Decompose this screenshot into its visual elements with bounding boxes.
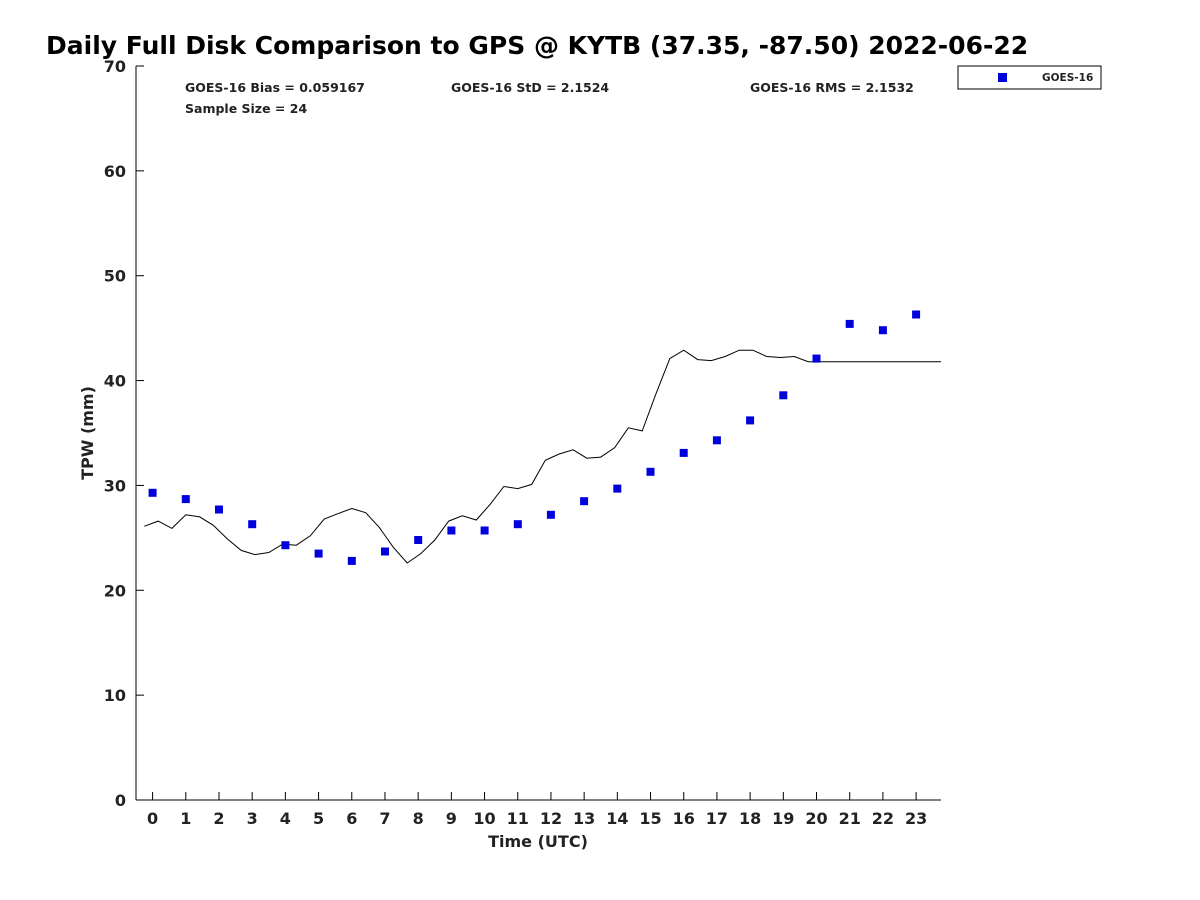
goes16-point: [281, 541, 290, 550]
sample-size-annotation: Sample Size = 24: [185, 101, 307, 116]
x-tick-label: 2: [213, 809, 224, 828]
goes16-point: [148, 488, 157, 497]
y-tick-label: 40: [104, 372, 126, 391]
x-tick-label: 22: [872, 809, 894, 828]
goes16-point: [812, 354, 821, 363]
legend: GOES-16: [957, 65, 1102, 90]
y-tick-label: 30: [104, 476, 126, 495]
x-tick-label: 14: [606, 809, 628, 828]
x-tick-label: 0: [147, 809, 158, 828]
goes16-point: [447, 526, 456, 535]
goes16-point: [646, 467, 655, 476]
x-tick-label: 15: [639, 809, 661, 828]
legend-box: [957, 65, 1102, 90]
goes16-point: [712, 436, 721, 445]
x-tick-label: 19: [772, 809, 794, 828]
x-tick-label: 5: [313, 809, 324, 828]
x-tick-label: 4: [280, 809, 291, 828]
x-tick-label: 13: [573, 809, 595, 828]
y-tick-label: 70: [104, 57, 126, 76]
y-tick-label: 50: [104, 267, 126, 286]
goes16-point: [215, 505, 223, 514]
x-tick-label: 3: [247, 809, 258, 828]
y-tick-label: 10: [104, 686, 126, 705]
goes16-point: [746, 416, 755, 425]
goes16-point: [613, 484, 622, 493]
x-tick-label: 7: [379, 809, 390, 828]
goes16-point: [513, 520, 522, 529]
goes16-point: [314, 549, 323, 558]
x-tick-label: 10: [473, 809, 495, 828]
chart-title: Daily Full Disk Comparison to GPS @ KYTB…: [46, 31, 1028, 60]
y-axis-label: TPW (mm): [78, 386, 97, 480]
x-tick-label: 16: [673, 809, 695, 828]
goes16-point: [414, 536, 423, 544]
goes16-point: [248, 520, 257, 529]
x-tick-label: 6: [346, 809, 357, 828]
goes16-point: [347, 556, 356, 565]
x-tick-label: 18: [739, 809, 761, 828]
y-tick-label: 0: [115, 791, 126, 810]
rms-annotation: GOES-16 RMS = 2.1532: [750, 80, 914, 95]
x-tick-label: 1: [180, 809, 191, 828]
x-tick-label: 17: [706, 809, 728, 828]
x-axis-label: Time (UTC): [488, 832, 588, 851]
goes16-point: [912, 310, 921, 319]
x-tick-label: 8: [413, 809, 424, 828]
bias-annotation: GOES-16 Bias = 0.059167: [185, 80, 365, 95]
goes16-point: [381, 547, 389, 556]
legend-marker: [998, 73, 1007, 82]
goes16-point: [679, 448, 688, 457]
goes16-point: [580, 497, 589, 506]
goes16-point: [181, 495, 190, 504]
y-tick-label: 20: [104, 581, 126, 600]
goes16-point: [480, 526, 489, 535]
x-tick-label: 9: [446, 809, 457, 828]
legend-label: GOES-16: [1042, 72, 1093, 84]
x-tick-label: 12: [540, 809, 562, 828]
std-annotation: GOES-16 StD = 2.1524: [451, 80, 609, 95]
x-tick-label: 11: [507, 809, 529, 828]
gps-line: [144, 349, 941, 564]
goes16-point: [845, 319, 854, 328]
x-tick-label: 23: [905, 809, 927, 828]
goes16-point: [779, 391, 788, 400]
goes16-point: [878, 326, 887, 335]
goes16-point: [546, 510, 555, 519]
x-tick-label: 20: [805, 809, 827, 828]
x-tick-label: 21: [839, 809, 861, 828]
y-tick-label: 60: [104, 162, 126, 181]
